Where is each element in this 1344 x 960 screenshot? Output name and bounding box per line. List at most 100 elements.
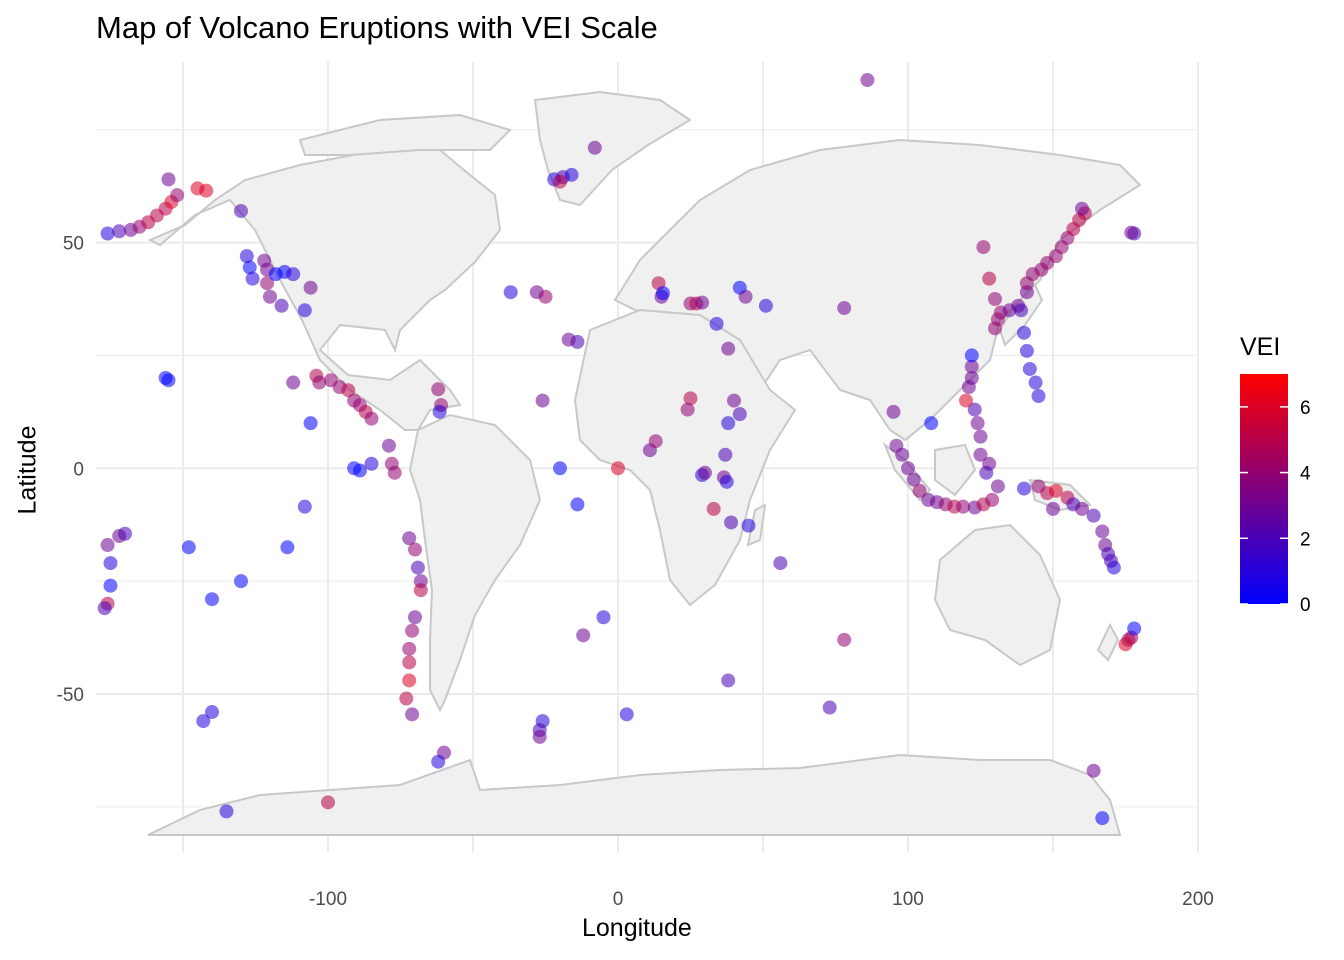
eruption-point	[205, 705, 219, 720]
eruption-point	[561, 332, 576, 347]
land-africa	[573, 308, 797, 607]
legend: 0 2 4 6	[1240, 374, 1311, 616]
eruption-point	[683, 391, 698, 406]
eruption-point	[170, 188, 185, 203]
x-tick-label: -100	[309, 889, 347, 910]
eruption-point	[979, 465, 994, 480]
land-borneo	[934, 443, 977, 497]
x-axis-label: Longitude	[582, 914, 692, 942]
land-antarctica	[147, 753, 1122, 836]
eruption-point	[709, 316, 724, 331]
eruption-point	[286, 267, 301, 282]
eruption-point	[1124, 225, 1139, 240]
eruption-point	[199, 183, 214, 198]
eruption-point	[1017, 325, 1031, 340]
x-tick-label: 100	[892, 889, 924, 910]
eruption-point	[402, 673, 417, 688]
eruption-point	[758, 298, 773, 313]
eruption-point	[985, 492, 1000, 507]
eruption-point	[956, 499, 971, 514]
eruption-point	[990, 479, 1005, 494]
eruption-point	[1014, 303, 1029, 318]
eruption-point	[1017, 481, 1031, 496]
eruption-point	[721, 341, 736, 356]
eruption-point	[274, 298, 289, 313]
eruption-point	[964, 348, 979, 363]
eruption-point	[1028, 375, 1043, 390]
eruption-point	[721, 416, 736, 431]
eruption-point	[596, 610, 611, 625]
eruption-point	[1031, 389, 1046, 404]
land-madagascar	[746, 503, 767, 547]
eruption-point	[381, 438, 396, 453]
eruption-point	[100, 226, 115, 241]
legend-tick-label: 2	[1300, 529, 1311, 550]
eruption-point	[570, 497, 585, 512]
eruption-point	[1127, 621, 1142, 636]
eruption-point	[727, 393, 741, 408]
eruption-point	[245, 271, 260, 286]
eruption-point	[413, 583, 428, 598]
eruption-point	[297, 499, 312, 514]
eruption-point	[181, 540, 196, 555]
eruption-point	[587, 140, 602, 155]
eruption-point	[698, 465, 712, 480]
eruption-point	[503, 285, 518, 300]
eruption-point	[286, 375, 301, 390]
eruption-point	[100, 538, 115, 553]
eruption-point	[234, 203, 248, 218]
eruption-point	[103, 578, 118, 593]
eruption-point	[196, 714, 211, 729]
eruption-point	[260, 276, 275, 291]
eruption-point	[773, 556, 788, 571]
eruption-point	[431, 382, 446, 397]
eruption-point	[410, 560, 425, 575]
eruption-points	[97, 73, 1142, 826]
eruption-point	[297, 303, 312, 318]
eruption-point	[1095, 811, 1110, 826]
legend-tick-label: 6	[1300, 398, 1311, 419]
eruption-point	[680, 402, 695, 417]
eruption-point	[695, 295, 710, 310]
eruption-point	[895, 447, 910, 462]
eruption-point	[205, 592, 219, 607]
eruption-point	[719, 474, 734, 489]
eruption-point	[364, 411, 379, 426]
eruption-point	[973, 429, 988, 444]
chart-title: Map of Volcano Eruptions with VEI Scale	[96, 10, 658, 45]
eruption-point	[655, 286, 670, 301]
eruption-point	[1075, 501, 1089, 516]
eruption-point	[303, 416, 318, 431]
eruption-point	[837, 632, 852, 647]
y-tick-label: 0	[73, 459, 84, 480]
eruption-point	[706, 501, 721, 516]
eruption-point	[1046, 501, 1060, 516]
eruption-point	[741, 518, 756, 533]
eruption-point	[97, 601, 112, 616]
eruption-point	[1022, 361, 1037, 376]
x-tick-label: 0	[613, 889, 624, 910]
eruption-point	[432, 404, 447, 419]
eruption-point	[1106, 560, 1121, 575]
eruption-point	[1086, 508, 1101, 523]
eruption-point	[303, 280, 318, 295]
eruption-point	[405, 707, 420, 722]
eruption-point	[619, 707, 634, 722]
land-layer	[147, 90, 1142, 836]
eruption-point	[964, 359, 979, 374]
eruption-point	[118, 526, 132, 541]
eruption-point	[399, 691, 414, 706]
land-arctic-islands	[298, 113, 512, 156]
eruption-point	[967, 402, 982, 417]
eruption-point	[973, 447, 988, 462]
eruption-point	[408, 542, 422, 557]
eruption-point	[352, 463, 367, 478]
eruption-point	[242, 260, 257, 275]
eruption-point	[976, 240, 991, 255]
eruption-point	[822, 700, 837, 715]
eruption-point	[405, 623, 420, 638]
legend-title: VEI	[1240, 333, 1281, 361]
y-axis-label: Latitude	[13, 425, 42, 515]
eruption-point	[234, 574, 248, 589]
